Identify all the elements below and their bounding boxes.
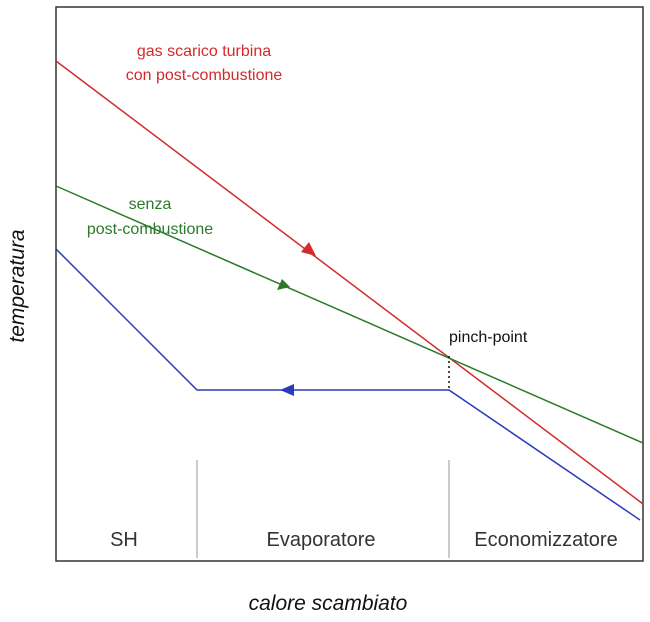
green-gas-line (55, 185, 644, 444)
pinch-point-label: pinch-point (449, 329, 528, 346)
green-line-label-2: post-combustione (87, 221, 213, 238)
region-label-sh: SH (110, 529, 138, 551)
green-arrow-icon (277, 279, 290, 290)
plot-frame (55, 6, 644, 562)
red-gas-line (55, 60, 644, 505)
red-line-label-1: gas scarico turbina (137, 43, 271, 60)
red-line-label-2: con post-combustione (126, 67, 283, 84)
y-axis-label: temperatura (6, 229, 29, 342)
region-label-economizer: Economizzatore (474, 529, 617, 551)
red-arrow-icon (301, 242, 316, 256)
x-axis-label: calore scambiato (249, 592, 408, 615)
green-line-label-1: senza (129, 196, 172, 213)
blue-arrow-icon (280, 384, 294, 396)
blue-water-line (55, 248, 641, 521)
region-label-evaporator: Evaporatore (267, 529, 376, 551)
